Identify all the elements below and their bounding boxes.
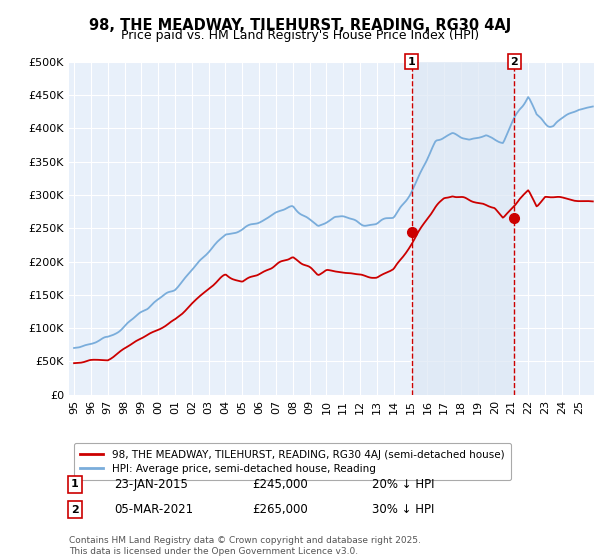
- Text: 20% ↓ HPI: 20% ↓ HPI: [372, 478, 434, 491]
- Text: 05-MAR-2021: 05-MAR-2021: [114, 503, 193, 516]
- Text: 30% ↓ HPI: 30% ↓ HPI: [372, 503, 434, 516]
- Text: £265,000: £265,000: [252, 503, 308, 516]
- Text: 1: 1: [408, 57, 415, 67]
- Text: 23-JAN-2015: 23-JAN-2015: [114, 478, 188, 491]
- Text: 98, THE MEADWAY, TILEHURST, READING, RG30 4AJ: 98, THE MEADWAY, TILEHURST, READING, RG3…: [89, 18, 511, 33]
- Text: £245,000: £245,000: [252, 478, 308, 491]
- Legend: 98, THE MEADWAY, TILEHURST, READING, RG30 4AJ (semi-detached house), HPI: Averag: 98, THE MEADWAY, TILEHURST, READING, RG3…: [74, 444, 511, 480]
- Text: Contains HM Land Registry data © Crown copyright and database right 2025.
This d: Contains HM Land Registry data © Crown c…: [69, 536, 421, 556]
- Text: 2: 2: [71, 505, 79, 515]
- Bar: [412, 62, 514, 395]
- Text: 1: 1: [71, 479, 79, 489]
- Text: 2: 2: [511, 57, 518, 67]
- Text: Price paid vs. HM Land Registry's House Price Index (HPI): Price paid vs. HM Land Registry's House …: [121, 29, 479, 42]
